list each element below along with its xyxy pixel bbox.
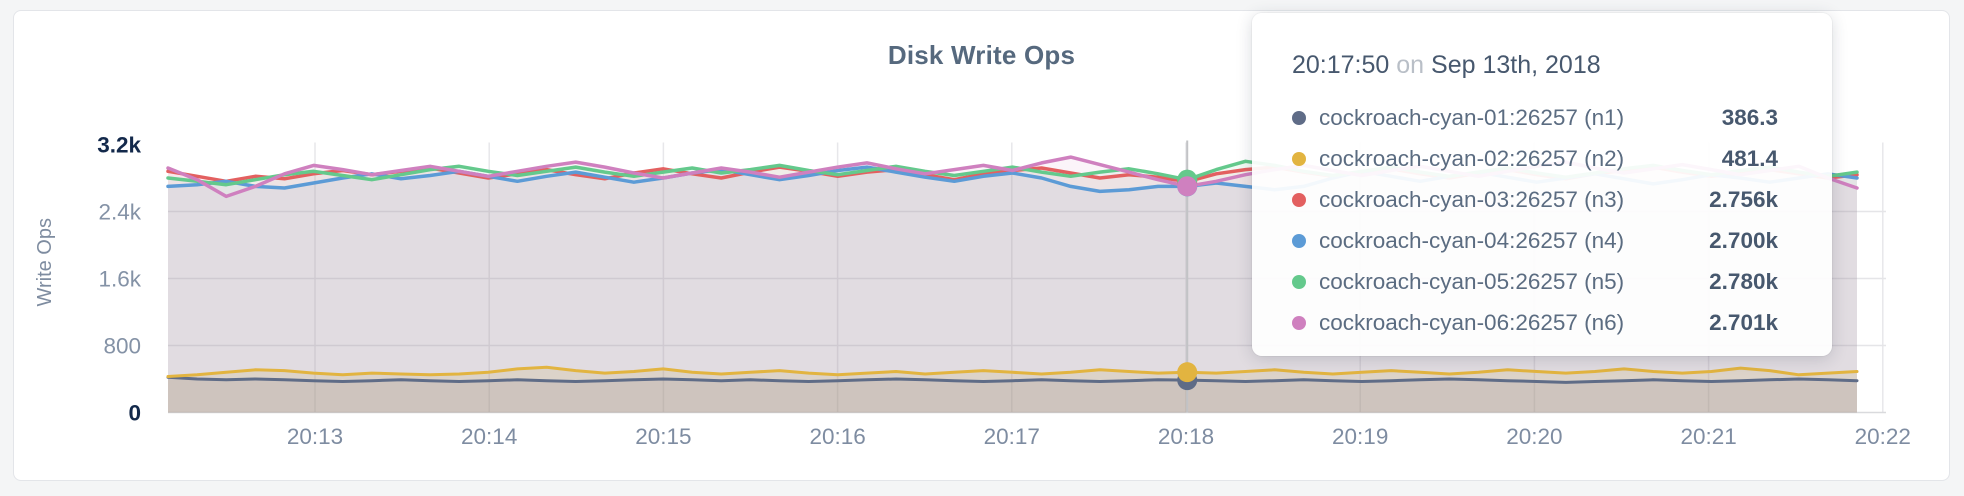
tooltip-rows: cockroach-cyan-01:26257 (n1) 386.3 cockroa… <box>1292 97 1778 343</box>
series-area-n1 <box>168 377 1857 413</box>
y-tick-label: 0 <box>128 401 141 426</box>
series-value: 2.780k <box>1709 268 1778 294</box>
x-tick-label: 20:18 <box>1158 424 1214 449</box>
series-color-dot <box>1292 110 1306 125</box>
x-tick-label: 20:21 <box>1680 424 1736 449</box>
hover-dot-n2 <box>1177 362 1198 383</box>
tooltip-time: 20:17:50 <box>1292 51 1390 79</box>
series-color-dot <box>1292 274 1306 289</box>
chart-title: Disk Write Ops <box>887 40 1076 70</box>
series-name: cockroach-cyan-05:26257 (n5) <box>1319 268 1625 294</box>
series-name: cockroach-cyan-02:26257 (n2) <box>1319 145 1625 171</box>
hover-dot-n6 <box>1177 176 1198 197</box>
y-tick-label: 2.4k <box>98 200 141 225</box>
series-color-dot <box>1292 233 1306 248</box>
x-tick-label: 20:17 <box>984 424 1040 449</box>
y-tick-label: 1.6k <box>98 267 141 292</box>
series-color-dot <box>1292 192 1306 207</box>
y-axis-label: Write Ops <box>34 218 56 307</box>
series-name: cockroach-cyan-03:26257 (n3) <box>1319 186 1625 212</box>
x-tick-label: 20:14 <box>461 424 517 449</box>
series-value: 2.700k <box>1709 227 1778 253</box>
series-line-n2 <box>166 365 1859 378</box>
series-value: 2.701k <box>1709 309 1778 335</box>
tooltip-header: 20:17:50 on Sep 13th, 2018 <box>1292 51 1778 80</box>
tooltip-series-row: cockroach-cyan-06:26257 (n6) 2.701k <box>1292 302 1778 343</box>
tooltip-series-row: cockroach-cyan-03:26257 (n3) 2.756k <box>1292 179 1778 220</box>
y-tick-label: 3.2k <box>97 133 141 158</box>
x-tick-label: 20:16 <box>809 424 865 449</box>
chart-tooltip: 20:17:50 on Sep 13th, 2018 cockroach-cya… <box>1252 13 1832 356</box>
tooltip-series-row: cockroach-cyan-04:26257 (n4) 2.700k <box>1292 220 1778 261</box>
series-name: cockroach-cyan-01:26257 (n1) <box>1319 104 1625 130</box>
series-value: 386.3 <box>1721 104 1778 130</box>
x-tick-label: 20:19 <box>1332 424 1388 449</box>
series-value: 2.756k <box>1709 186 1778 212</box>
tooltip-series-row: cockroach-cyan-05:26257 (n5) 2.780k <box>1292 261 1778 302</box>
x-tick-label: 20:13 <box>287 424 343 449</box>
y-tick-label: 800 <box>103 334 141 359</box>
tooltip-series-row: cockroach-cyan-02:26257 (n2) 481.4 <box>1292 138 1778 179</box>
series-value: 481.4 <box>1721 145 1778 171</box>
x-tick-label: 20:22 <box>1855 424 1911 449</box>
series-color-dot <box>1292 151 1306 166</box>
tooltip-date: Sep 13th, 2018 <box>1431 51 1601 79</box>
x-tick-label: 20:15 <box>635 424 691 449</box>
series-color-dot <box>1292 315 1306 330</box>
tooltip-series-row: cockroach-cyan-01:26257 (n1) 386.3 <box>1292 97 1778 138</box>
series-line-n1 <box>166 375 1859 384</box>
tooltip-on-text: on <box>1396 51 1425 79</box>
x-tick-label: 20:20 <box>1506 424 1562 449</box>
series-name: cockroach-cyan-06:26257 (n6) <box>1319 309 1625 335</box>
series-name: cockroach-cyan-04:26257 (n4) <box>1319 227 1625 253</box>
